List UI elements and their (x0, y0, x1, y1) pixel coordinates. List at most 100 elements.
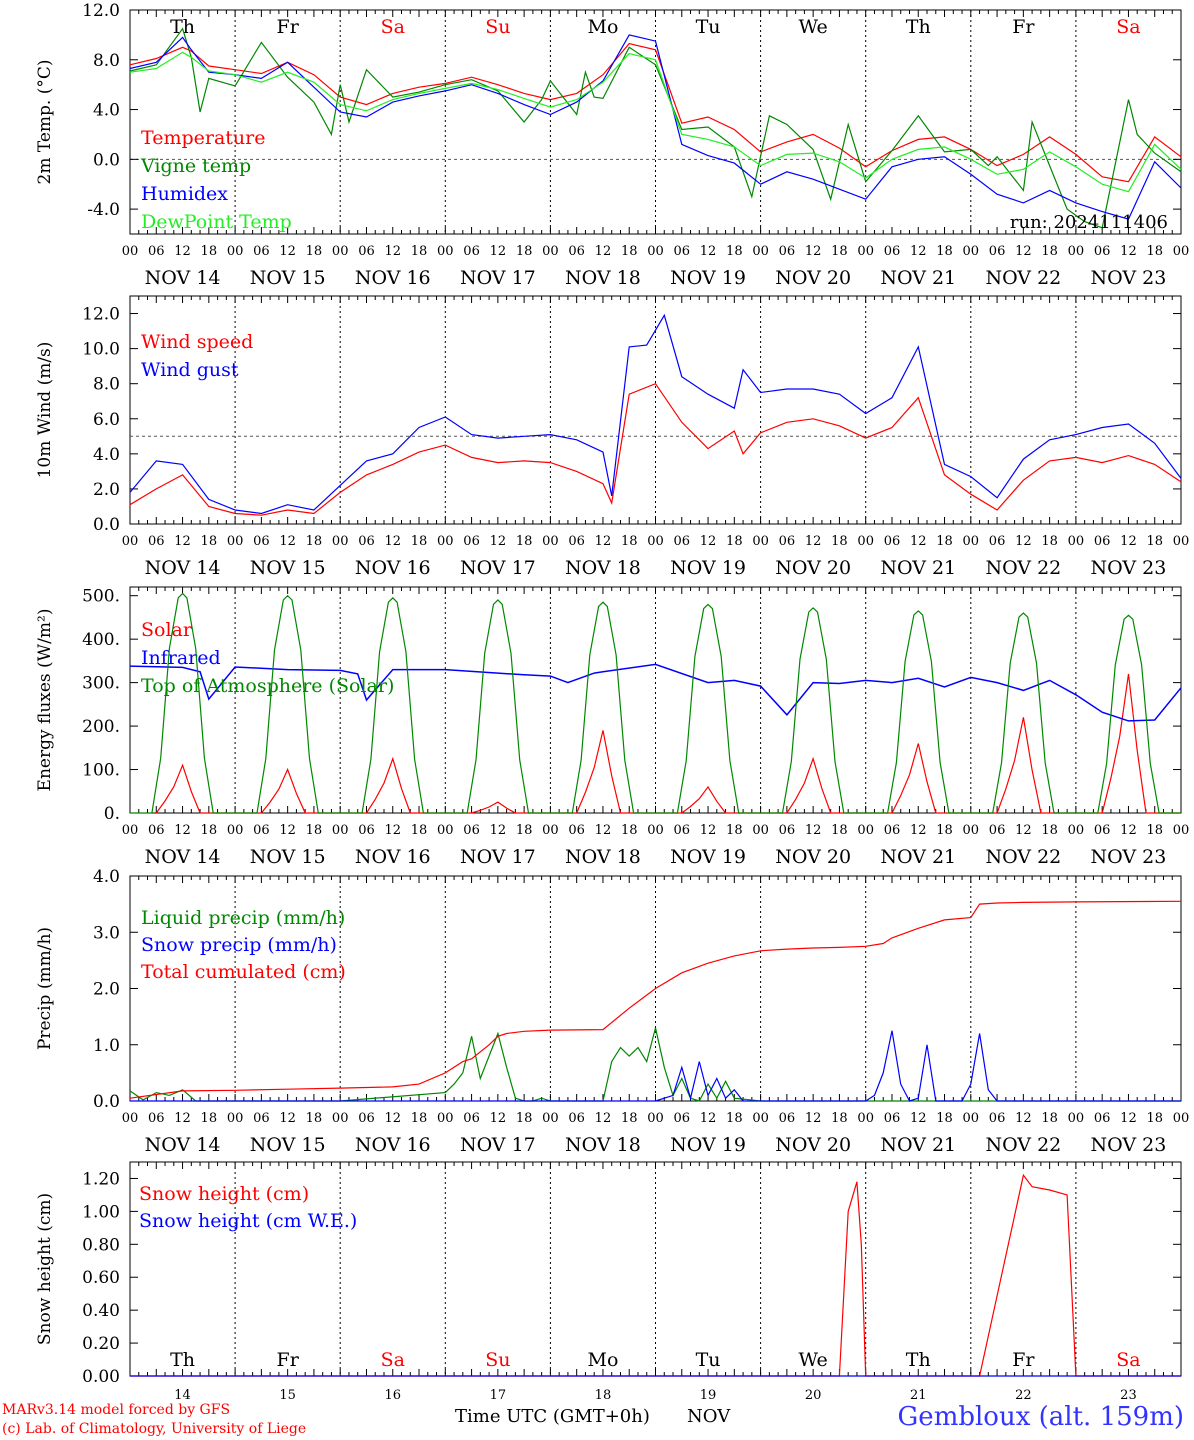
panel3-hour-label: 12 (1015, 823, 1032, 838)
panel5-weekday-label: Th (170, 1349, 195, 1371)
panel2-hour-label: 18 (1146, 534, 1163, 549)
panel2-hour-label: 00 (647, 534, 664, 549)
panel3-hour-label: 00 (332, 823, 349, 838)
panel1-legend-2: Vigne temp (140, 155, 251, 177)
panel1-hour-label: 18 (936, 244, 953, 259)
panel2-date-label: NOV 23 (1091, 557, 1167, 579)
panel1-hour-label: 12 (910, 244, 927, 259)
panel3-hour-label: 06 (463, 823, 480, 838)
panel5-day-number: 19 (700, 1388, 717, 1403)
panel3-y-tick-label: 0. (104, 804, 120, 824)
panel4-hour-label: 00 (647, 1111, 664, 1126)
panel3-hour-label: 18 (1146, 823, 1163, 838)
panel4-y-tick-label: 3.0 (93, 923, 120, 943)
panel3-hour-label: 12 (910, 823, 927, 838)
panel4-date-label: NOV 19 (670, 1134, 746, 1156)
panel1-weekday-label: Th (906, 16, 931, 38)
panel2-hour-label: 12 (490, 534, 507, 549)
panel3-hour-label: 00 (647, 823, 664, 838)
panel1-hour-label: 00 (437, 244, 454, 259)
panel5-weekday-label: Sa (1116, 1349, 1140, 1371)
panel2-hour-label: 06 (568, 534, 585, 549)
panel2-y-tick-label: 2.0 (93, 480, 120, 500)
panel5-y-tick-label: 0.80 (82, 1235, 120, 1255)
panel1-hour-label: 12 (279, 244, 296, 259)
panel5-y-axis-label: Snow height (cm) (35, 1193, 55, 1345)
panel3-hour-label: 06 (884, 823, 901, 838)
panel1-y-axis-label: 2m Temp. (°C) (35, 59, 55, 184)
panel1-hour-label: 12 (1120, 244, 1137, 259)
panel4-y-tick-label: 2.0 (93, 980, 120, 1000)
panel5-y-tick-label: 0.20 (82, 1334, 120, 1354)
panel4-legend-1: Liquid precip (mm/h) (141, 907, 345, 929)
panel5-y-tick-label: 1.00 (82, 1202, 120, 1222)
panel3-y-tick-label: 200. (82, 717, 120, 737)
panel1-weekday-label: We (799, 16, 828, 38)
panel2-date-label: NOV 21 (880, 557, 956, 579)
panel2-y-tick-label: 10.0 (82, 340, 120, 360)
panel2-hour-label: 18 (831, 534, 848, 549)
panel4-hour-label: 12 (805, 1111, 822, 1126)
panel1-hour-label: 18 (1041, 244, 1058, 259)
panel3-frame (129, 586, 1182, 814)
panel2-hour-label: 00 (1173, 534, 1190, 549)
panel3-hour-label: 06 (989, 823, 1006, 838)
panel1-hour-label: 18 (621, 244, 638, 259)
panel1-weekday-label: Sa (1116, 16, 1140, 38)
panel1-hour-label: 00 (1068, 244, 1085, 259)
panel3-hour-label: 18 (726, 823, 743, 838)
panel4-hour-label: 12 (174, 1111, 191, 1126)
panel4-series-1-line (129, 1027, 1181, 1102)
panel2-series-1-line (129, 382, 1182, 516)
panel1-y-tick-label: 12.0 (82, 1, 120, 21)
panel1-hour-label: 18 (516, 244, 533, 259)
panel4-hour-label: 18 (831, 1111, 848, 1126)
panel5-series-1-line (130, 1173, 1181, 1377)
panel2-date-label: NOV 16 (355, 557, 431, 579)
panel4-hour-label: 00 (122, 1111, 139, 1126)
panel2-date-label: NOV 18 (565, 557, 641, 579)
panel1-hour-label: 00 (752, 244, 769, 259)
panel4-hour-label: 06 (463, 1111, 480, 1126)
panel2-hour-label: 12 (805, 534, 822, 549)
panel1-series-4-line (129, 51, 1182, 193)
panel2-date-label: NOV 14 (145, 557, 221, 579)
panel2-hour-label: 06 (463, 534, 480, 549)
panel5-weekday-label: Tu (696, 1349, 721, 1371)
panel4-hour-label: 12 (490, 1111, 507, 1126)
panel3-date-label: NOV 16 (355, 846, 431, 868)
panel2-y-tick-label: 8.0 (93, 375, 120, 395)
panel4-hour-label: 06 (674, 1111, 691, 1126)
panel4-hour-label: 06 (148, 1111, 165, 1126)
panel3-y-tick-label: 100. (82, 761, 120, 781)
panel1-hour-label: 00 (857, 244, 874, 259)
panel1-hour-label: 18 (1146, 244, 1163, 259)
panel3-hour-label: 00 (542, 823, 559, 838)
panel3-y-tick-label: 300. (82, 674, 120, 694)
panel2-hour-label: 06 (148, 534, 165, 549)
run-label: run: 2024111406 (1010, 212, 1168, 233)
panel4-hour-label: 06 (568, 1111, 585, 1126)
panel4-hour-label: 00 (752, 1111, 769, 1126)
panel1-hour-label: 06 (779, 244, 796, 259)
panel2-hour-label: 00 (963, 534, 980, 549)
panel4-hour-label: 00 (963, 1111, 980, 1126)
panel5-day-number: 15 (279, 1388, 296, 1403)
panel3-hour-label: 18 (201, 823, 218, 838)
panel4-y-tick-label: 1.0 (93, 1036, 120, 1056)
panel3-hour-label: 00 (1173, 823, 1190, 838)
panel3-hour-label: 12 (700, 823, 717, 838)
panel1-date-label: NOV 22 (985, 267, 1061, 289)
panel1-legend-4: DewPoint Temp (141, 211, 292, 233)
x-axis-label: Time UTC (GMT+0h) (455, 1406, 650, 1427)
panel5-legend-2: Snow height (cm W.E.) (139, 1210, 357, 1232)
panel2-hour-label: 18 (306, 534, 323, 549)
panel3-hour-label: 06 (1094, 823, 1111, 838)
panel4-hour-label: 06 (1094, 1111, 1111, 1126)
panel3-hour-label: 06 (148, 823, 165, 838)
panel1-hour-label: 00 (542, 244, 559, 259)
panel3-series-3-line (130, 592, 1181, 814)
panel5-weekday-label: Fr (277, 1349, 300, 1371)
panel3-date-label: NOV 14 (145, 846, 221, 868)
panel4-hour-label: 00 (332, 1111, 349, 1126)
